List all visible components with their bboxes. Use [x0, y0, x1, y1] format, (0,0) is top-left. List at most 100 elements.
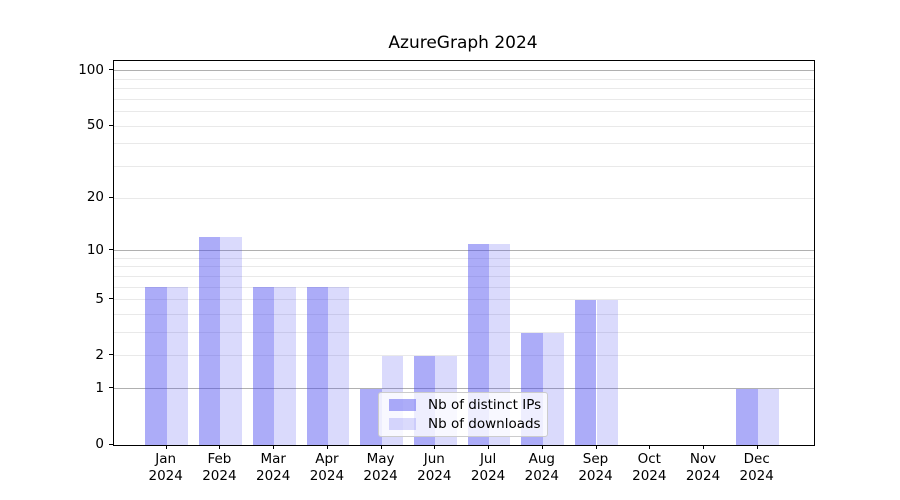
- y-gridline-minor: [114, 166, 814, 168]
- y-gridline-minor: [114, 88, 814, 90]
- x-tick-label-month: Apr: [315, 451, 339, 467]
- y-gridline-minor: [114, 125, 814, 127]
- x-tick-label-month: Dec: [743, 451, 770, 467]
- x-tick-label-month: Jun: [423, 451, 445, 467]
- y-gridline-major: [114, 250, 814, 252]
- y-tick-label: 20: [86, 189, 104, 206]
- legend-row-distinct-ips: Nb of distinct IPs: [389, 396, 542, 413]
- bar-downloads: [596, 299, 618, 445]
- x-tick-label: Oct 2024: [617, 451, 681, 485]
- x-tick-label-year: 2024: [578, 468, 613, 484]
- y-tick-mark: [109, 443, 113, 445]
- legend-label-distinct-ips: Nb of distinct IPs: [428, 396, 542, 413]
- x-tick-mark: [219, 445, 221, 449]
- x-tick-label-month: Jan: [155, 451, 177, 467]
- y-tick-mark: [109, 124, 113, 126]
- x-tick-mark: [756, 445, 758, 449]
- y-gridline-minor: [114, 266, 814, 268]
- x-tick-label-year: 2024: [148, 468, 183, 484]
- x-tick-mark: [595, 445, 597, 449]
- x-tick-label: Aug 2024: [510, 451, 574, 485]
- x-tick-label-month: Feb: [207, 451, 232, 467]
- x-tick-label-year: 2024: [524, 468, 559, 484]
- y-gridline-minor: [114, 314, 814, 315]
- x-tick-label: Feb 2024: [187, 451, 251, 485]
- bar-distinct-ips: [145, 287, 167, 445]
- legend-swatch-distinct-ips: [389, 399, 416, 411]
- y-gridline-minor: [114, 111, 814, 113]
- y-gridline-minor: [114, 355, 814, 357]
- y-gridline-minor: [114, 257, 814, 259]
- x-tick-label-month: Sep: [582, 451, 609, 467]
- bar-distinct-ips: [306, 287, 328, 445]
- y-gridline-major: [114, 70, 814, 72]
- y-gridline-minor: [114, 332, 814, 334]
- x-tick-label-year: 2024: [363, 468, 398, 484]
- x-tick-label: Sep 2024: [564, 451, 628, 485]
- x-tick-label-year: 2024: [470, 468, 506, 484]
- bar-downloads: [757, 388, 780, 445]
- y-tick-mark: [109, 354, 113, 356]
- x-tick-label-year: 2024: [739, 468, 774, 484]
- y-gridline-major: [114, 388, 814, 390]
- y-tick-label: 1: [95, 379, 104, 396]
- x-tick-label: Mar 2024: [241, 451, 305, 485]
- x-tick-label-month: Mar: [260, 451, 286, 467]
- y-tick-label: 50: [86, 117, 104, 134]
- x-tick-label: May 2024: [349, 451, 413, 485]
- x-tick-label-month: Aug: [528, 451, 555, 467]
- x-tick-label-month: Nov: [689, 451, 717, 467]
- y-tick-mark: [109, 69, 113, 71]
- x-tick-label: Apr 2024: [295, 451, 359, 485]
- y-gridline-minor: [114, 299, 814, 301]
- y-tick-mark: [109, 249, 113, 251]
- legend-row-downloads: Nb of downloads: [389, 415, 541, 432]
- x-tick-mark: [380, 445, 382, 449]
- x-tick-mark: [165, 445, 167, 449]
- bar-downloads: [166, 287, 189, 445]
- x-tick-label-year: 2024: [309, 468, 345, 484]
- x-tick-label-month: May: [366, 451, 395, 467]
- legend-label-downloads: Nb of downloads: [428, 415, 541, 432]
- x-tick-label: Jan 2024: [134, 451, 198, 485]
- legend: Nb of distinct IPs Nb of downloads: [378, 392, 548, 437]
- y-tick-label: 100: [78, 61, 104, 78]
- x-tick-label: Nov 2024: [671, 451, 735, 485]
- x-tick-label-year: 2024: [417, 468, 452, 484]
- legend-swatch-downloads: [389, 418, 416, 430]
- bar-downloads: [274, 287, 296, 445]
- x-tick-label: Jun 2024: [402, 451, 466, 485]
- bar-distinct-ips: [360, 388, 382, 445]
- y-tick-mark: [109, 196, 113, 198]
- bar-downloads: [220, 237, 242, 445]
- x-tick-label-year: 2024: [202, 468, 237, 484]
- x-tick-label-year: 2024: [256, 468, 291, 484]
- y-tick-mark: [109, 387, 113, 389]
- chart-title: AzureGraph 2024: [388, 33, 538, 53]
- x-tick-label-year: 2024: [632, 468, 667, 484]
- plot-area: [113, 60, 815, 446]
- x-tick-label-month: Oct: [637, 451, 661, 467]
- x-tick-mark: [434, 445, 436, 449]
- y-tick-mark: [109, 298, 113, 300]
- x-tick-label: Jul 2024: [456, 451, 520, 485]
- bar-downloads: [327, 287, 350, 445]
- bar-distinct-ips: [199, 237, 221, 445]
- bar-downloads: [542, 332, 565, 445]
- y-gridline-minor: [114, 98, 814, 100]
- bar-distinct-ips: [736, 388, 758, 445]
- x-tick-label-year: 2024: [685, 468, 721, 484]
- x-tick-mark: [273, 445, 275, 449]
- y-tick-label: 5: [95, 290, 104, 307]
- y-gridline-minor: [114, 143, 814, 145]
- x-tick-mark: [703, 445, 704, 449]
- y-gridline-minor: [114, 275, 814, 277]
- y-tick-label: 0: [95, 436, 104, 452]
- x-tick-mark: [649, 445, 651, 449]
- y-tick-label: 10: [86, 241, 104, 258]
- x-tick-mark: [326, 445, 328, 449]
- y-gridline-minor: [114, 286, 814, 288]
- bar-distinct-ips: [252, 287, 275, 445]
- x-tick-label: Dec 2024: [725, 451, 789, 485]
